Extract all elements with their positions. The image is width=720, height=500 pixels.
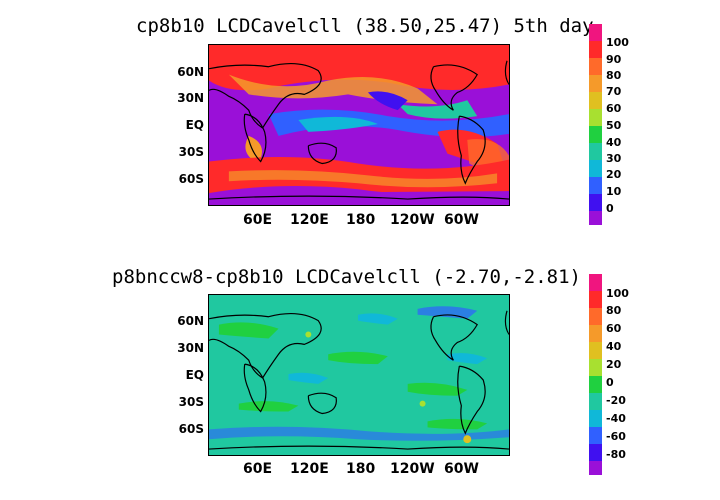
panel-2-cb-label: -20 [606,394,626,407]
panel-1-colorbar [589,24,602,225]
panel-2-lat-30s: 30S [178,395,204,409]
panel-1-cb-label: 10 [606,185,622,198]
panel-2-lon-60e: 60E [243,461,273,477]
panel-2-colorbar [589,274,602,475]
panel-2-swatch [589,359,602,376]
panel-1-lon-60e: 60E [243,212,273,228]
panel-2-lat-30n: 30N [177,341,204,355]
panel-1-cb-label: 20 [606,168,622,181]
panel-2-swatch [589,291,602,308]
panel-2-lon-180: 180 [346,461,376,477]
panel-1-cb-label: 80 [606,69,622,82]
panel-2-lon-120w: 120W [390,461,435,477]
panel-2-cb-label: -40 [606,412,626,425]
panel-2-cb-label: -60 [606,430,626,443]
panel-2-swatch [589,461,602,475]
panel-2-cb-label: 100 [606,287,629,300]
panel-2-cb-label: 60 [606,322,622,335]
panel-1-swatch [589,41,602,58]
panel-2-swatch [589,393,602,410]
panel-1-lat-60n: 60N [177,65,204,79]
panel-1-lat-30s: 30S [178,145,204,159]
panel-2-swatch [589,410,602,427]
panel-2-lat-eq: EQ [185,368,204,382]
panel-1-swatch [589,75,602,92]
panel-1-cb-label: 30 [606,152,622,165]
panel-2-lat-60n: 60N [177,314,204,328]
panel-1-swatch [589,143,602,160]
panel-1-swatch [589,194,602,211]
panel-1-swatch [589,160,602,177]
panel-2-cb-label: 80 [606,304,622,317]
panel-1-cb-label: 0 [606,202,614,215]
panel-1-cb-label: 60 [606,102,622,115]
panel-1-lon-180: 180 [346,212,376,228]
panel-1-lon-60w: 60W [444,212,479,228]
panel-1-lat-eq: EQ [185,118,204,132]
panel-2-swatch [589,342,602,359]
panel-2-cb-label: 0 [606,376,614,389]
panel-2-map [208,294,510,456]
panel-2-title: p8bnccw8-cp8b10 LCDCavelcll (-2.70,-2.81… [112,266,581,288]
panel-1-lat-30n: 30N [177,91,204,105]
panel-1-lon-120w: 120W [390,212,435,228]
panel-1-cb-label: 100 [606,36,629,49]
panel-2-cb-label: 20 [606,358,622,371]
panel-1-cb-label: 90 [606,53,622,66]
panel-1-title: cp8b10 LCDCavelcll (38.50,25.47) 5th day [136,15,594,37]
panel-1-swatch [589,126,602,143]
panel-1-swatch [589,177,602,194]
panel-2-cb-label: -80 [606,448,626,461]
panel-1-cb-label: 40 [606,136,622,149]
panel-1-swatch [589,92,602,109]
panel-1-cb-label: 70 [606,85,622,98]
panel-2-lon-60w: 60W [444,461,479,477]
panel-2-swatch [589,376,602,393]
panel-1-lon-120e: 120E [290,212,329,228]
panel-1-cb-label: 50 [606,119,622,132]
panel-2-swatch [589,274,602,291]
panel-2-swatch [589,308,602,325]
panel-1-map [208,44,510,206]
panel-2-swatch [589,325,602,342]
panel-1-lat-60s: 60S [178,172,204,186]
panel-2-swatch [589,444,602,461]
panel-1-swatch [589,58,602,75]
panel-2-lon-120e: 120E [290,461,329,477]
panel-1-swatch [589,24,602,41]
panel-2-lat-60s: 60S [178,422,204,436]
panel-2-cb-label: 40 [606,340,622,353]
panel-1-swatch [589,211,602,225]
panel-2-swatch [589,427,602,444]
panel-1-swatch [589,109,602,126]
